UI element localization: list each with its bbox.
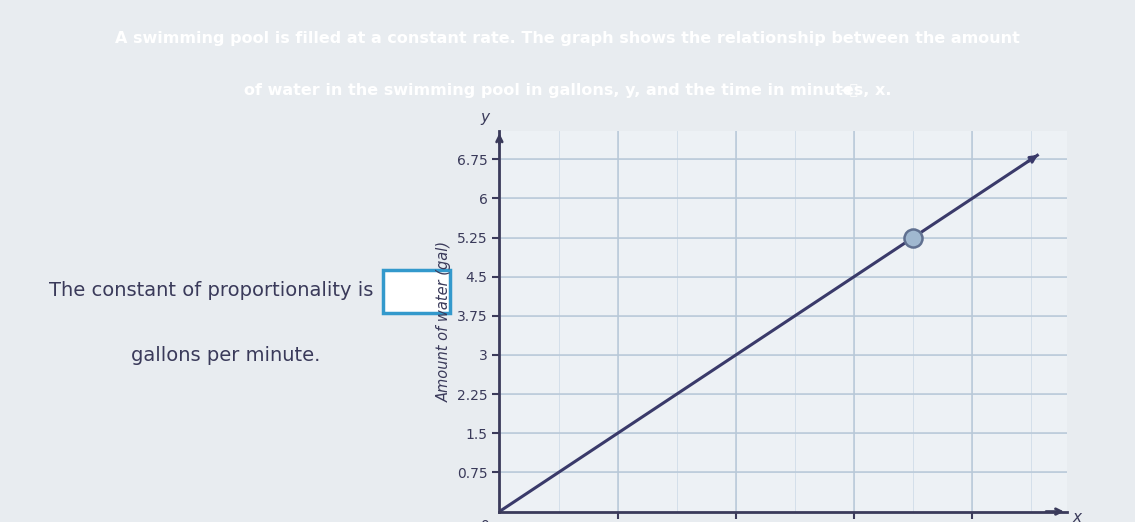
Text: y: y [480, 110, 489, 125]
Text: ◄⧸: ◄⧸ [840, 83, 859, 97]
Text: The constant of proportionality is: The constant of proportionality is [50, 281, 373, 300]
Y-axis label: Amount of water (gal): Amount of water (gal) [436, 241, 452, 401]
Text: gallons per minute.: gallons per minute. [132, 346, 320, 365]
Text: of water in the swimming pool in gallons, y, and the time in minutes, x.: of water in the swimming pool in gallons… [244, 82, 891, 98]
Text: A swimming pool is filled at a constant rate. The graph shows the relationship b: A swimming pool is filled at a constant … [115, 31, 1020, 46]
FancyBboxPatch shape [384, 269, 449, 313]
Text: x: x [1073, 511, 1082, 522]
Text: 0: 0 [480, 519, 489, 522]
